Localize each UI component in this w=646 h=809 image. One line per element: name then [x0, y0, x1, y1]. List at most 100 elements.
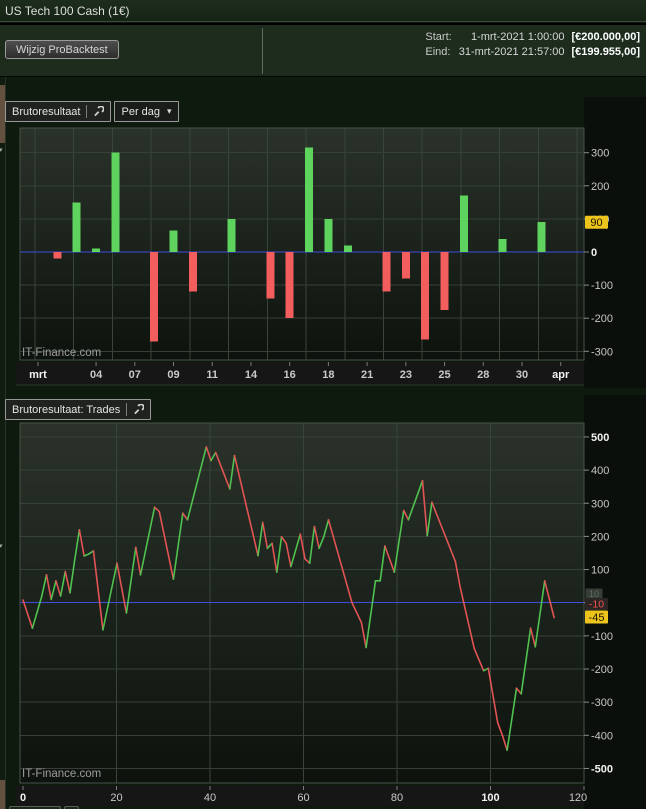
dim-marker-label: 10 — [589, 589, 599, 599]
equity-segment — [308, 525, 316, 565]
equity-segment — [515, 687, 523, 695]
edge-scroll-thumb[interactable] — [0, 780, 5, 809]
last-value-badge — [585, 610, 608, 624]
backtest-toolbar: Wijzig ProBacktest Start: 1-mrt-2021 1:0… — [0, 25, 646, 77]
start-label: Start: — [425, 31, 452, 43]
x-axis-label: 23 — [400, 369, 412, 381]
daily-chart-title: Brutoresultaat — [12, 105, 81, 118]
equity-segment — [186, 446, 208, 521]
equity-segment — [69, 559, 76, 594]
daily-result-chart[interactable]: 3002001000-100-200-30090IT-Finance.commr… — [0, 97, 646, 388]
y-axis-label: 400 — [591, 465, 609, 477]
y-axis-label: -200 — [591, 664, 613, 676]
x-axis-label: 0 — [20, 792, 26, 804]
last-change-label: -10 — [589, 599, 604, 611]
equity-segment — [285, 542, 292, 568]
equity-segment — [365, 580, 377, 649]
equity-segment — [520, 627, 532, 695]
daily-result-bar — [382, 252, 391, 292]
x-axis-label: 40 — [204, 792, 216, 804]
x-axis-label: 60 — [297, 792, 309, 804]
daily-result-bar — [150, 252, 159, 342]
chevron-down-icon: ▾ — [167, 106, 172, 116]
y-axis-label: -400 — [591, 730, 613, 742]
y-axis-label: 200 — [591, 531, 609, 543]
start-datetime: 1-mrt-2021 1:00:00 — [470, 31, 565, 43]
plot-border — [19, 127, 585, 361]
equity-segment — [139, 506, 156, 576]
last-change-badge — [585, 598, 608, 610]
y-axis-label: 200 — [591, 181, 609, 193]
equity-segment — [205, 446, 212, 462]
daily-result-bar — [227, 218, 236, 252]
edge-scroll-thumb[interactable] — [0, 85, 5, 143]
equity-segment — [167, 555, 175, 580]
equity-segment — [116, 562, 128, 614]
daily-result-bar — [305, 147, 314, 252]
equity-segment — [351, 601, 363, 624]
edit-probacktest-button[interactable]: Wijzig ProBacktest — [5, 40, 119, 59]
wrench-icon[interactable] — [86, 105, 105, 118]
equity-segment — [31, 595, 43, 630]
cutoff-button[interactable] — [64, 806, 79, 809]
daily-result-bar — [343, 245, 352, 252]
equity-segment — [454, 560, 461, 588]
equity-segment — [172, 512, 184, 580]
wrench-icon[interactable] — [126, 403, 145, 416]
edit-probacktest-label: Wijzig ProBacktest — [16, 44, 108, 56]
daily-result-bar — [537, 222, 546, 252]
equity-segment — [384, 545, 396, 574]
equity-segment — [501, 734, 508, 752]
trades-chart-title-box: Brutoresultaat: Trades — [5, 399, 152, 420]
x-axis-label: 18 — [322, 369, 334, 381]
equity-segment — [290, 533, 302, 568]
equity-segment — [431, 501, 457, 563]
equity-segment — [299, 533, 306, 560]
start-capital: [€200.000,00] — [571, 31, 641, 43]
equity-segment — [40, 574, 48, 597]
x-axis-label: 04 — [90, 369, 103, 381]
y-axis-label: 100 — [591, 565, 609, 577]
equity-segment — [322, 519, 330, 538]
equity-segment — [233, 454, 259, 557]
x-axis-label: 09 — [167, 369, 179, 381]
x-axis-label: 28 — [477, 369, 489, 381]
x-axis-label: 07 — [129, 369, 141, 381]
equity-segment — [473, 647, 485, 672]
axis-area — [584, 97, 646, 388]
equity-segment — [482, 667, 490, 672]
equity-segment — [271, 542, 278, 574]
cutoff-button[interactable] — [9, 806, 61, 809]
equity-segment — [135, 546, 142, 576]
last-value-badge — [585, 215, 608, 229]
equity-segment — [83, 553, 90, 557]
daily-result-bar — [324, 218, 333, 252]
equity-segment — [78, 528, 85, 557]
daily-result-bar — [401, 252, 410, 279]
daily-chart-header: Brutoresultaat Per dag ▾ — [5, 101, 179, 122]
y-axis-label: 0 — [591, 247, 597, 259]
trades-equity-chart[interactable]: 500 400 300 200 100 0 -100 -200 -300 -400 -500 10-1… — [0, 395, 646, 809]
x-axis-label: mrt — [29, 369, 47, 381]
equity-segment — [59, 570, 67, 597]
equity-segment — [257, 521, 264, 557]
equity-segment — [182, 512, 189, 521]
period-dropdown[interactable]: Per dag ▾ — [114, 101, 179, 122]
edge-arrow-icon[interactable]: ▾ — [0, 147, 3, 154]
x-axis-label: 100 — [481, 792, 499, 804]
x-axis-label: 120 — [569, 792, 587, 804]
end-label: Eind: — [425, 46, 451, 58]
edge-arrow-icon[interactable]: ▾ — [0, 543, 3, 550]
equity-segment — [229, 454, 236, 490]
equity-segment — [379, 545, 386, 582]
period-dropdown-label: Per dag — [121, 105, 161, 118]
x-axis-label: 21 — [361, 369, 373, 381]
equity-segment — [102, 562, 118, 631]
y-axis-label: -300 — [591, 697, 613, 709]
daily-result-bar — [498, 238, 507, 252]
x-axis-label: 20 — [110, 792, 122, 804]
daily-result-bar — [92, 248, 101, 252]
daily-result-bar — [53, 252, 62, 259]
daily-result-bar — [421, 252, 430, 340]
